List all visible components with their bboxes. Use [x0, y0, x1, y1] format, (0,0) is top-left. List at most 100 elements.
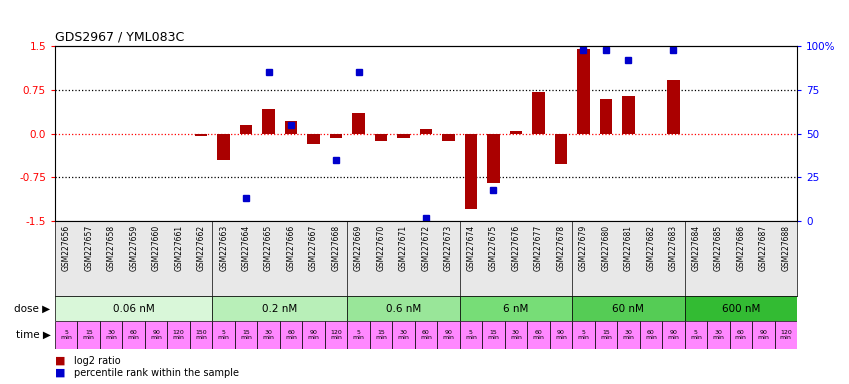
- Bar: [330, 134, 342, 137]
- Text: GSM227682: GSM227682: [646, 225, 655, 271]
- Text: 60
min: 60 min: [420, 330, 432, 340]
- Bar: [325, 321, 347, 349]
- Bar: [464, 134, 477, 209]
- Text: 6 nM: 6 nM: [503, 303, 529, 313]
- Text: GSM227668: GSM227668: [332, 225, 340, 271]
- Text: 15
min: 15 min: [600, 330, 612, 340]
- Bar: [419, 129, 432, 134]
- Bar: [577, 49, 589, 134]
- Bar: [774, 321, 797, 349]
- Bar: [55, 321, 77, 349]
- Text: GSM227688: GSM227688: [781, 225, 790, 271]
- Bar: [527, 321, 549, 349]
- Text: 60
min: 60 min: [735, 330, 747, 340]
- Bar: [554, 134, 567, 164]
- Text: 60
min: 60 min: [285, 330, 297, 340]
- Text: 120
min: 120 min: [172, 330, 184, 340]
- Bar: [347, 296, 459, 321]
- Text: GSM227663: GSM227663: [219, 225, 228, 271]
- Text: 60
min: 60 min: [645, 330, 657, 340]
- Text: 90
min: 90 min: [442, 330, 454, 340]
- Text: 0.6 nM: 0.6 nM: [386, 303, 421, 313]
- Bar: [370, 321, 392, 349]
- Bar: [684, 296, 797, 321]
- Text: GSM227665: GSM227665: [264, 225, 273, 271]
- Bar: [752, 321, 774, 349]
- Bar: [167, 321, 190, 349]
- Bar: [77, 321, 100, 349]
- Text: 60
min: 60 min: [532, 330, 544, 340]
- Text: GSM227673: GSM227673: [444, 225, 453, 271]
- Bar: [122, 321, 145, 349]
- Bar: [55, 296, 212, 321]
- Bar: [572, 321, 594, 349]
- Text: GSM227662: GSM227662: [197, 225, 205, 271]
- Bar: [594, 321, 617, 349]
- Text: GSM227684: GSM227684: [691, 225, 700, 271]
- Bar: [509, 131, 522, 134]
- Text: GSM227674: GSM227674: [466, 225, 475, 271]
- Bar: [442, 134, 455, 141]
- Bar: [145, 321, 167, 349]
- Text: 120
min: 120 min: [330, 330, 342, 340]
- Text: 30
min: 30 min: [622, 330, 634, 340]
- Bar: [639, 321, 662, 349]
- Text: GSM227675: GSM227675: [489, 225, 498, 271]
- Bar: [190, 321, 212, 349]
- Bar: [240, 125, 252, 134]
- Text: GSM227683: GSM227683: [669, 225, 678, 271]
- Text: GSM227658: GSM227658: [107, 225, 115, 271]
- Text: GSM227678: GSM227678: [556, 225, 565, 271]
- Bar: [212, 296, 347, 321]
- Text: GSM227656: GSM227656: [62, 225, 70, 271]
- Text: GSM227676: GSM227676: [511, 225, 520, 271]
- Text: 30
min: 30 min: [262, 330, 274, 340]
- Bar: [302, 321, 325, 349]
- Text: 0.06 nM: 0.06 nM: [113, 303, 155, 313]
- Text: GSM227687: GSM227687: [759, 225, 767, 271]
- Text: GSM227672: GSM227672: [421, 225, 430, 271]
- Text: 30
min: 30 min: [712, 330, 724, 340]
- Text: 15
min: 15 min: [375, 330, 387, 340]
- Text: GSM227686: GSM227686: [736, 225, 745, 271]
- Text: 5
min: 5 min: [465, 330, 477, 340]
- Bar: [285, 121, 297, 134]
- Text: ■: ■: [55, 368, 65, 378]
- Text: 120
min: 120 min: [780, 330, 792, 340]
- Bar: [262, 109, 275, 134]
- Text: GSM227664: GSM227664: [242, 225, 250, 271]
- Text: 0.2 nM: 0.2 nM: [262, 303, 297, 313]
- Bar: [482, 321, 504, 349]
- Text: GSM227681: GSM227681: [624, 225, 633, 271]
- Text: GSM227669: GSM227669: [354, 225, 363, 271]
- Bar: [397, 134, 410, 138]
- Bar: [459, 321, 482, 349]
- Text: percentile rank within the sample: percentile rank within the sample: [74, 368, 239, 378]
- Bar: [212, 321, 235, 349]
- Bar: [257, 321, 280, 349]
- Text: GSM227680: GSM227680: [601, 225, 610, 271]
- Bar: [487, 134, 500, 183]
- Bar: [280, 321, 302, 349]
- Bar: [347, 321, 370, 349]
- Text: GSM227661: GSM227661: [174, 225, 183, 271]
- Bar: [217, 134, 230, 160]
- Text: log2 ratio: log2 ratio: [74, 356, 121, 366]
- Text: 90
min: 90 min: [757, 330, 769, 340]
- Text: 5
min: 5 min: [352, 330, 364, 340]
- Text: GSM227685: GSM227685: [714, 225, 722, 271]
- Bar: [375, 134, 387, 141]
- Text: GDS2967 / YML083C: GDS2967 / YML083C: [55, 30, 184, 43]
- Text: 600 nM: 600 nM: [722, 303, 760, 313]
- Bar: [307, 134, 320, 144]
- Text: 60
min: 60 min: [127, 330, 139, 340]
- Bar: [667, 80, 679, 134]
- Bar: [684, 321, 707, 349]
- Bar: [352, 113, 365, 134]
- Bar: [392, 321, 415, 349]
- Text: 90
min: 90 min: [667, 330, 679, 340]
- Text: GSM227660: GSM227660: [152, 225, 160, 271]
- Text: GSM227657: GSM227657: [84, 225, 93, 271]
- Text: 5
min: 5 min: [60, 330, 72, 340]
- Text: 150
min: 150 min: [195, 330, 207, 340]
